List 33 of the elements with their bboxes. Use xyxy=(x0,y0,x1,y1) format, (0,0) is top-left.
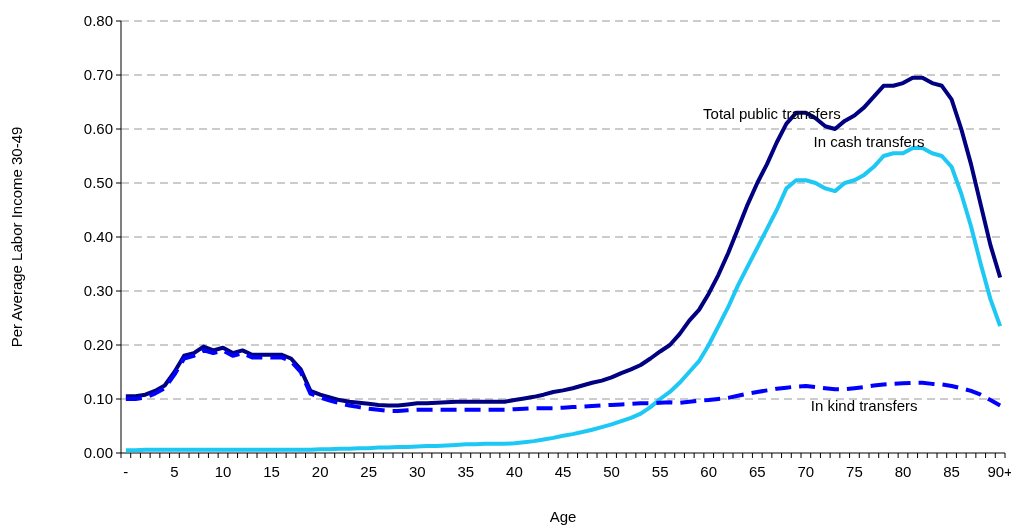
x-tick-label: 80 xyxy=(894,463,912,480)
x-tick-label: 55 xyxy=(651,463,669,480)
x-axis-title: Age xyxy=(549,508,577,525)
y-tick-label: 0.20 xyxy=(83,336,113,354)
series-label: In cash transfers xyxy=(813,132,925,150)
x-tick-label: 70 xyxy=(797,463,815,480)
y-tick-label: 0.50 xyxy=(83,174,113,192)
y-tick-label: 0.30 xyxy=(83,282,113,300)
y-tick-label: 0.70 xyxy=(83,66,113,84)
x-tick-label: 20 xyxy=(311,463,329,480)
x-tick-label: 5 xyxy=(170,463,179,480)
x-tick-label: 40 xyxy=(506,463,523,480)
y-axis-title: Per Average Labor Income 30-49 xyxy=(8,126,25,348)
y-tick-label: 0.40 xyxy=(83,228,113,246)
x-tick-label: 10 xyxy=(214,463,232,480)
y-tick-label: 0.00 xyxy=(83,444,113,462)
x-tick-label: 75 xyxy=(846,463,863,480)
x-tick-label: - xyxy=(123,463,129,480)
x-tick-label: 35 xyxy=(457,463,475,480)
x-tick-label: 50 xyxy=(603,463,620,480)
x-tick-label: 65 xyxy=(748,463,766,480)
x-tick-label: 25 xyxy=(360,463,378,480)
line-series xyxy=(123,348,1003,413)
x-tick-label: 30 xyxy=(408,463,426,480)
y-tick-label: 0.60 xyxy=(83,120,113,138)
series-label: Total public transfers xyxy=(703,104,841,122)
y-tick-label: 0.80 xyxy=(83,12,113,30)
x-tick-label: 60 xyxy=(700,463,718,480)
x-tick-label: 85 xyxy=(943,463,960,480)
x-tick-label: 45 xyxy=(554,463,572,480)
series-label: In kind transfers xyxy=(810,397,918,415)
y-tick-label: 0.10 xyxy=(83,390,113,408)
x-tick-label: 15 xyxy=(263,463,280,480)
